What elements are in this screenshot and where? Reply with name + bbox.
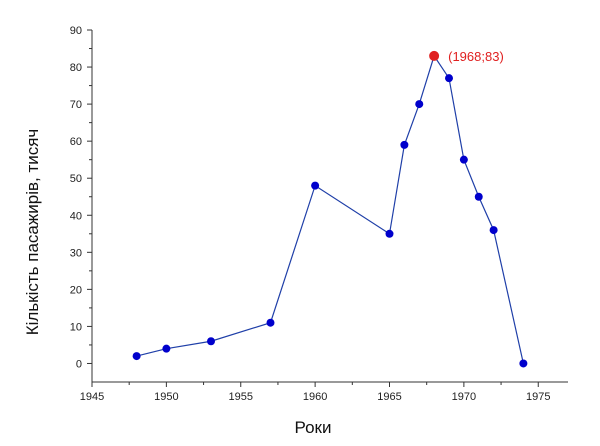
series-line [136,54,524,364]
y-tick-label: 40 [70,210,82,222]
data-point [415,100,424,109]
x-axis-ticks: 1945 1950 1955 1960 1965 1970 1975 [80,382,550,403]
data-point [311,181,320,190]
x-tick-label: 1965 [377,391,401,403]
series-lines [136,54,524,364]
y-axis-title: Кількість пасажирів, тисяч [23,129,42,336]
series-points [132,74,528,368]
x-tick-label: 1960 [303,391,327,403]
y-tick-label: 80 [70,62,82,74]
data-point [162,344,171,353]
highlight-label: (1968;83) [448,49,504,64]
y-tick-label: 60 [70,136,82,148]
y-tick-label: 30 [70,247,82,259]
y-tick-label: 70 [70,99,82,111]
x-tick-label: 1970 [452,391,476,403]
data-point [400,140,409,149]
y-tick-label: 20 [70,284,82,296]
y-axis-ticks: 0 10 20 30 40 50 60 70 80 90 [70,25,92,370]
data-point [459,155,468,164]
y-tick-label: 10 [70,321,82,333]
data-point [132,352,141,361]
data-point [445,74,453,83]
x-tick-label: 1975 [526,391,550,403]
data-point [489,226,498,235]
x-tick-label: 1945 [80,391,104,403]
plot-area: 1945 1950 1955 1960 1965 1970 1975 0 10 20 30 40 50… [70,25,568,403]
y-tick-label: 50 [70,173,82,185]
data-point [519,359,528,368]
data-point [266,318,275,327]
highlight-layer: (1968;83) [429,49,504,64]
x-tick-label: 1950 [154,391,178,403]
x-tick-label: 1955 [229,391,253,403]
data-point [207,337,215,346]
y-tick-label: 90 [70,25,82,37]
data-point [474,192,483,201]
highlight-point [429,50,440,61]
y-tick-label: 0 [76,358,82,370]
x-axis-title: Роки [295,418,332,437]
data-point [385,229,394,238]
